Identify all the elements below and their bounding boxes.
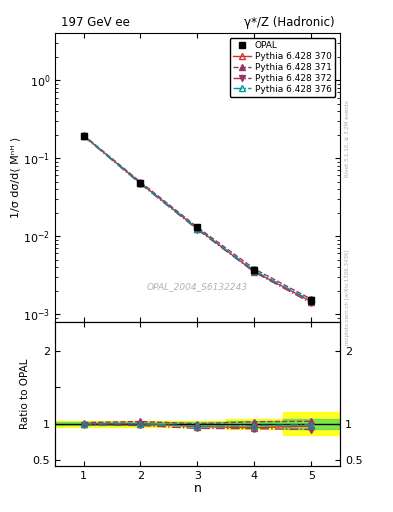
Text: γ*/Z (Hadronic): γ*/Z (Hadronic) (244, 16, 334, 29)
Text: mcplots.cern.ch [arXiv:1306.3436]: mcplots.cern.ch [arXiv:1306.3436] (345, 249, 350, 345)
X-axis label: n: n (193, 482, 202, 495)
Text: 197 GeV ee: 197 GeV ee (61, 16, 130, 29)
Y-axis label: 1/σ dσ/d⟨ Mⁿᴴ ⟩: 1/σ dσ/d⟨ Mⁿᴴ ⟩ (10, 137, 20, 218)
Y-axis label: Ratio to OPAL: Ratio to OPAL (20, 358, 30, 429)
Text: OPAL_2004_S6132243: OPAL_2004_S6132243 (147, 283, 248, 292)
Legend: OPAL, Pythia 6.428 370, Pythia 6.428 371, Pythia 6.428 372, Pythia 6.428 376: OPAL, Pythia 6.428 370, Pythia 6.428 371… (230, 38, 336, 97)
Text: Rivet 3.1.10, ≥ 3.2M events: Rivet 3.1.10, ≥ 3.2M events (345, 100, 350, 177)
